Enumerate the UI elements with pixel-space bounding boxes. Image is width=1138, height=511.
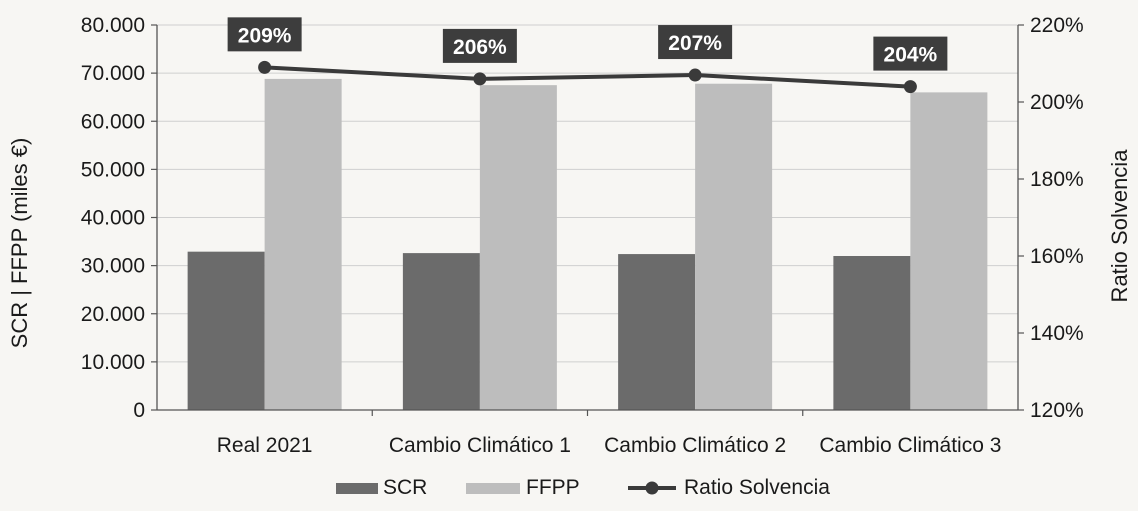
y-tick-label: 10.000 bbox=[81, 351, 145, 374]
legend-marker-ratio bbox=[645, 481, 659, 495]
y2-axis-title: Ratio Solvencia bbox=[1107, 149, 1132, 303]
bar-ffpp bbox=[479, 85, 557, 410]
bar-scr bbox=[187, 251, 265, 410]
y2-tick-label: 120% bbox=[1030, 399, 1084, 422]
data-label: 204% bbox=[884, 44, 938, 67]
legend-swatch-ffpp bbox=[466, 483, 520, 494]
legend: SCR FFPP Ratio Solvencia bbox=[336, 476, 830, 499]
x-category-label: Real 2021 bbox=[217, 434, 313, 457]
bar-ffpp bbox=[264, 78, 342, 411]
y2-tick-label: 160% bbox=[1030, 245, 1084, 268]
data-label-box bbox=[873, 36, 948, 71]
y-tick-label: 0 bbox=[133, 399, 145, 422]
bar-scr bbox=[618, 254, 696, 410]
data-label: 207% bbox=[668, 32, 722, 55]
bar-scr bbox=[402, 253, 480, 410]
y-axis-title: SCR | FFPP (miles €) bbox=[7, 138, 32, 349]
y2-tick-label: 200% bbox=[1030, 91, 1084, 114]
y-tick-label: 70.000 bbox=[81, 62, 145, 85]
bars bbox=[187, 78, 988, 411]
x-category-label: Cambio Climático 2 bbox=[604, 434, 786, 457]
data-label-box bbox=[442, 28, 517, 63]
y-tick-label: 80.000 bbox=[81, 14, 145, 37]
y2-tick-label: 220% bbox=[1030, 14, 1084, 37]
y-tick-label: 30.000 bbox=[81, 255, 145, 278]
legend-label-scr: SCR bbox=[383, 476, 427, 499]
bar-scr bbox=[833, 256, 911, 410]
axes: 0 10.000 20.000 30.000 40.000 50.000 60.000 70.… bbox=[81, 14, 1084, 457]
legend-label-ratio: Ratio Solvencia bbox=[684, 476, 830, 499]
ratio-point bbox=[903, 80, 917, 94]
x-category-label: Cambio Climático 3 bbox=[819, 434, 1001, 457]
data-label-box bbox=[658, 25, 733, 60]
bar-ffpp bbox=[695, 83, 773, 411]
legend-swatch-scr bbox=[336, 483, 378, 494]
data-label: 206% bbox=[453, 36, 507, 59]
y-tick-label: 60.000 bbox=[81, 110, 145, 133]
y-tick-label: 40.000 bbox=[81, 207, 145, 230]
legend-label-ffpp: FFPP bbox=[526, 476, 580, 499]
y-tick-label: 50.000 bbox=[81, 158, 145, 181]
bar-ffpp bbox=[910, 92, 988, 410]
ratio-point bbox=[473, 72, 487, 86]
ratio-point bbox=[688, 68, 702, 82]
data-labels: 209% 206% 207% 204% bbox=[227, 17, 948, 71]
x-category-label: Cambio Climático 1 bbox=[389, 434, 571, 457]
y2-tick-label: 180% bbox=[1030, 168, 1084, 191]
ratio-line bbox=[258, 60, 917, 94]
data-label: 209% bbox=[238, 24, 292, 47]
y-tick-label: 20.000 bbox=[81, 303, 145, 326]
ratio-point bbox=[258, 60, 272, 74]
y2-tick-label: 140% bbox=[1030, 322, 1084, 345]
ratio-solvencia-line bbox=[264, 65, 911, 89]
data-label-box bbox=[227, 17, 302, 52]
